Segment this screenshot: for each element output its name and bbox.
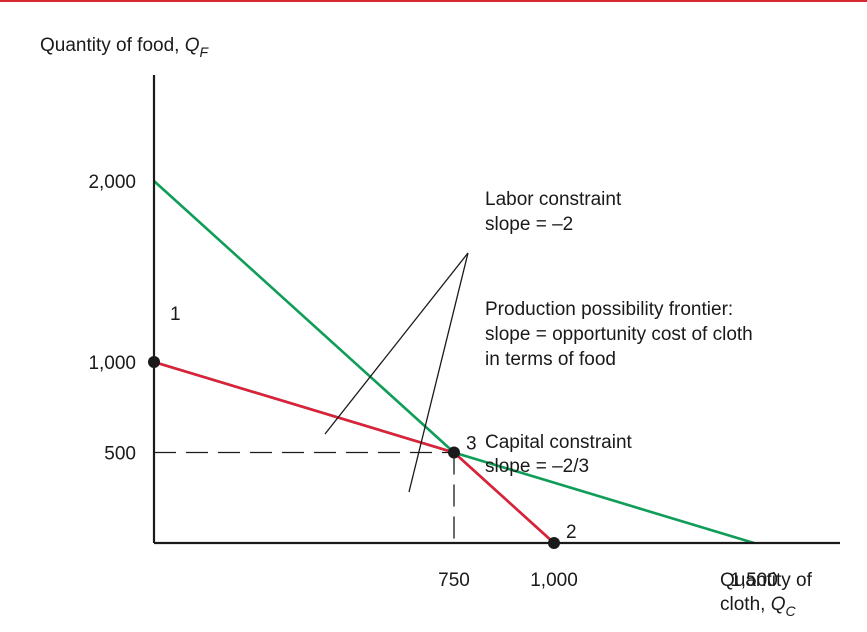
ppf-annotation: Production possibility frontier:	[485, 299, 733, 320]
x-tick-label: 750	[438, 570, 470, 591]
capital-annotation: slope = –2/3	[485, 456, 589, 477]
capital-annotation: Capital constraint	[485, 432, 633, 453]
point-label-1: 1	[170, 304, 181, 325]
point-2	[548, 537, 560, 549]
axes	[152, 75, 840, 545]
y-axis-label: Quantity of food, QF	[40, 35, 209, 60]
x-tick-label: 1,000	[530, 570, 578, 591]
labor-annotation: Labor constraint	[485, 189, 622, 210]
point-1	[148, 356, 160, 368]
point-label-2: 2	[566, 522, 577, 543]
x-axis-label: Quantity of	[720, 570, 813, 591]
point-3	[448, 446, 460, 459]
guide-lines	[154, 451, 455, 543]
data-points: 1 3 2	[148, 304, 577, 549]
x-tick-label: 1,500	[730, 570, 778, 591]
y-tick-label: 1,000	[88, 353, 136, 374]
y-tick-label: 500	[104, 444, 136, 465]
y-tick-label: 2,000	[88, 172, 136, 193]
top-rule	[0, 0, 867, 2]
labor-annotation: slope = –2	[485, 214, 573, 235]
annotation-pointer	[408, 252, 469, 493]
x-axis-label: cloth, QC	[720, 594, 796, 619]
tick-labels: 750 1,000 1,500 500 1,000 2,000	[88, 172, 777, 591]
ppf-annotation: slope = opportunity cost of cloth	[485, 324, 753, 345]
ppf-annotation: in terms of food	[485, 349, 616, 370]
annotation-pointer	[324, 252, 469, 435]
point-label-3: 3	[466, 434, 477, 455]
